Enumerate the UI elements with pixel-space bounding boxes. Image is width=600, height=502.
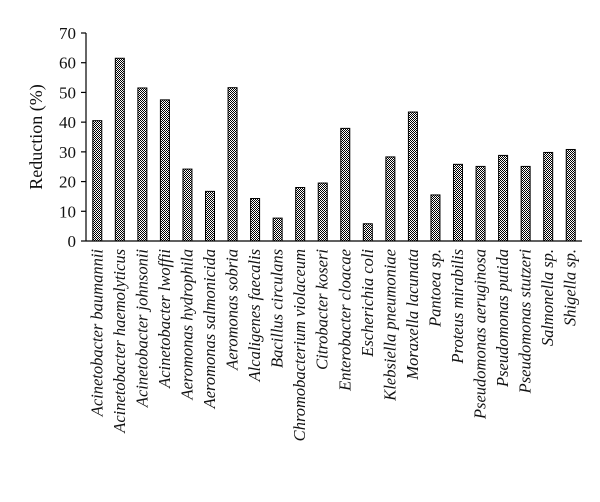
- x-category-label: Acinetobacter baumannii: [87, 249, 106, 418]
- y-tick-label: 30: [59, 143, 76, 162]
- bar: [114, 57, 125, 242]
- bar: [182, 168, 193, 242]
- bar: [340, 127, 351, 242]
- y-tick-label: 20: [59, 173, 76, 192]
- x-category-label: Shigella sp.: [561, 249, 580, 326]
- x-category-label: Citrobacter koseri: [313, 249, 332, 370]
- bar: [407, 111, 418, 242]
- x-category-label: Alcaligenes faecalis: [245, 249, 264, 382]
- bar: [227, 87, 238, 242]
- bar: [385, 156, 396, 242]
- x-category-label: Chromobacterium violaceum: [290, 249, 309, 441]
- x-category-label: Aeromonas hydrophila: [177, 249, 196, 400]
- bar: [317, 182, 328, 242]
- y-tick-label: 0: [68, 232, 77, 251]
- category-labels: Acinetobacter baumannii Acinetobacter hae…: [87, 249, 579, 442]
- x-category-label: Proteus mirabilis: [448, 249, 467, 364]
- y-tick-label: 50: [59, 83, 76, 102]
- bar: [565, 148, 576, 242]
- bar: [498, 154, 509, 242]
- bar: [250, 198, 261, 242]
- x-category-label: Pseudomonas aeruginosa: [471, 249, 490, 420]
- x-category-label: Enterobacter cloacae: [335, 249, 354, 392]
- x-category-label: Pantoea sp.: [425, 249, 444, 328]
- x-category-label: Bacillus circulans: [268, 249, 287, 368]
- x-category-label: Aeromonas sobria: [223, 249, 242, 371]
- bar: [520, 165, 531, 242]
- x-category-label: Acinetobacter haemolyticus: [110, 249, 129, 434]
- bars: [92, 57, 576, 242]
- bar: [137, 87, 148, 242]
- y-axis-title: Reduction (%): [26, 84, 47, 189]
- y-tick-label: 10: [59, 202, 76, 221]
- x-category-label: Moraxella lacunata: [403, 249, 422, 381]
- x-category-label: Escherichia coli: [358, 249, 377, 358]
- bar: [453, 163, 463, 242]
- y-tick-label: 40: [59, 113, 76, 132]
- bar: [295, 187, 306, 242]
- x-category-label: Acinetobacter johnsonii: [132, 249, 151, 409]
- x-category-label: Pseudomonas stutzeri: [516, 249, 535, 395]
- x-category-label: Aeromonas salmonicida: [200, 249, 219, 409]
- bar: [272, 217, 283, 242]
- y-axis: 0 10 20 30 40 50 60 70: [59, 24, 87, 251]
- bar: [543, 151, 554, 242]
- bar: [159, 99, 170, 242]
- bar: [92, 120, 103, 242]
- bar: [475, 165, 486, 242]
- x-category-label: Pseudomonas putida: [493, 249, 512, 388]
- bar: [430, 194, 441, 242]
- y-tick-label: 60: [59, 54, 76, 73]
- x-category-label: Acinetobacter lwoffii: [155, 249, 174, 389]
- bar: [362, 223, 373, 242]
- y-tick-label: 70: [59, 24, 76, 43]
- x-category-label: Salmonella sp.: [538, 249, 557, 346]
- x-category-label: Klebsiella pneumoniae: [380, 249, 399, 402]
- bar: [205, 190, 215, 242]
